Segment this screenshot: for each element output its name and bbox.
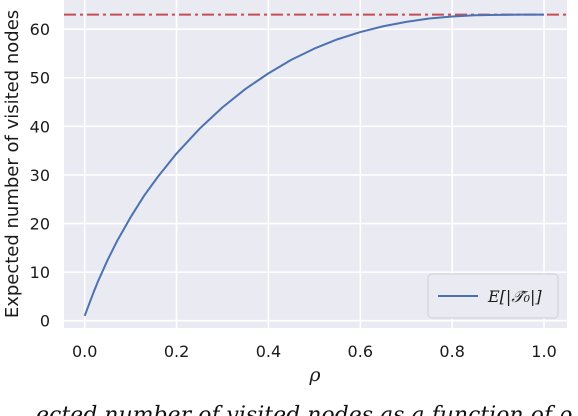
y-tick-label: 30 [30,166,50,185]
caption-fragment: …ected number of visited nodes as a func… [14,403,578,416]
x-tick-label: 0.2 [164,342,189,361]
y-tick-label: 0 [40,312,50,331]
y-tick-label: 60 [30,20,50,39]
x-tick-labels: 0.0 0.2 0.4 0.6 0.8 1.0 [72,342,557,361]
x-tick-label: 0.0 [72,342,97,361]
series-group [83,13,545,317]
x-tick-label: 1.0 [531,342,556,361]
y-tick-label: 40 [30,117,50,136]
x-axis-label: ρ [308,364,321,386]
y-tick-label: 10 [30,263,50,282]
y-axis-label: Expected number of visited nodes [2,10,23,318]
y-tick-label: 50 [30,69,50,88]
y-tick-labels: 0 10 20 30 40 50 60 [30,20,50,331]
grid [64,0,567,328]
chart: 0.0 0.2 0.4 0.6 0.8 1.0 0 10 20 30 40 50 60 ρ Expec… [2,0,567,386]
x-tick-label: 0.8 [439,342,464,361]
y-tick-label: 20 [30,215,50,234]
series-line [83,13,545,317]
x-tick-label: 0.6 [348,342,373,361]
plot-area [64,0,567,328]
legend: E[|𝒯̂₀|] [427,273,559,319]
x-tick-label: 0.4 [256,342,281,361]
legend-label: E[|𝒯̂₀|] [487,287,542,306]
legend-box [427,273,559,319]
